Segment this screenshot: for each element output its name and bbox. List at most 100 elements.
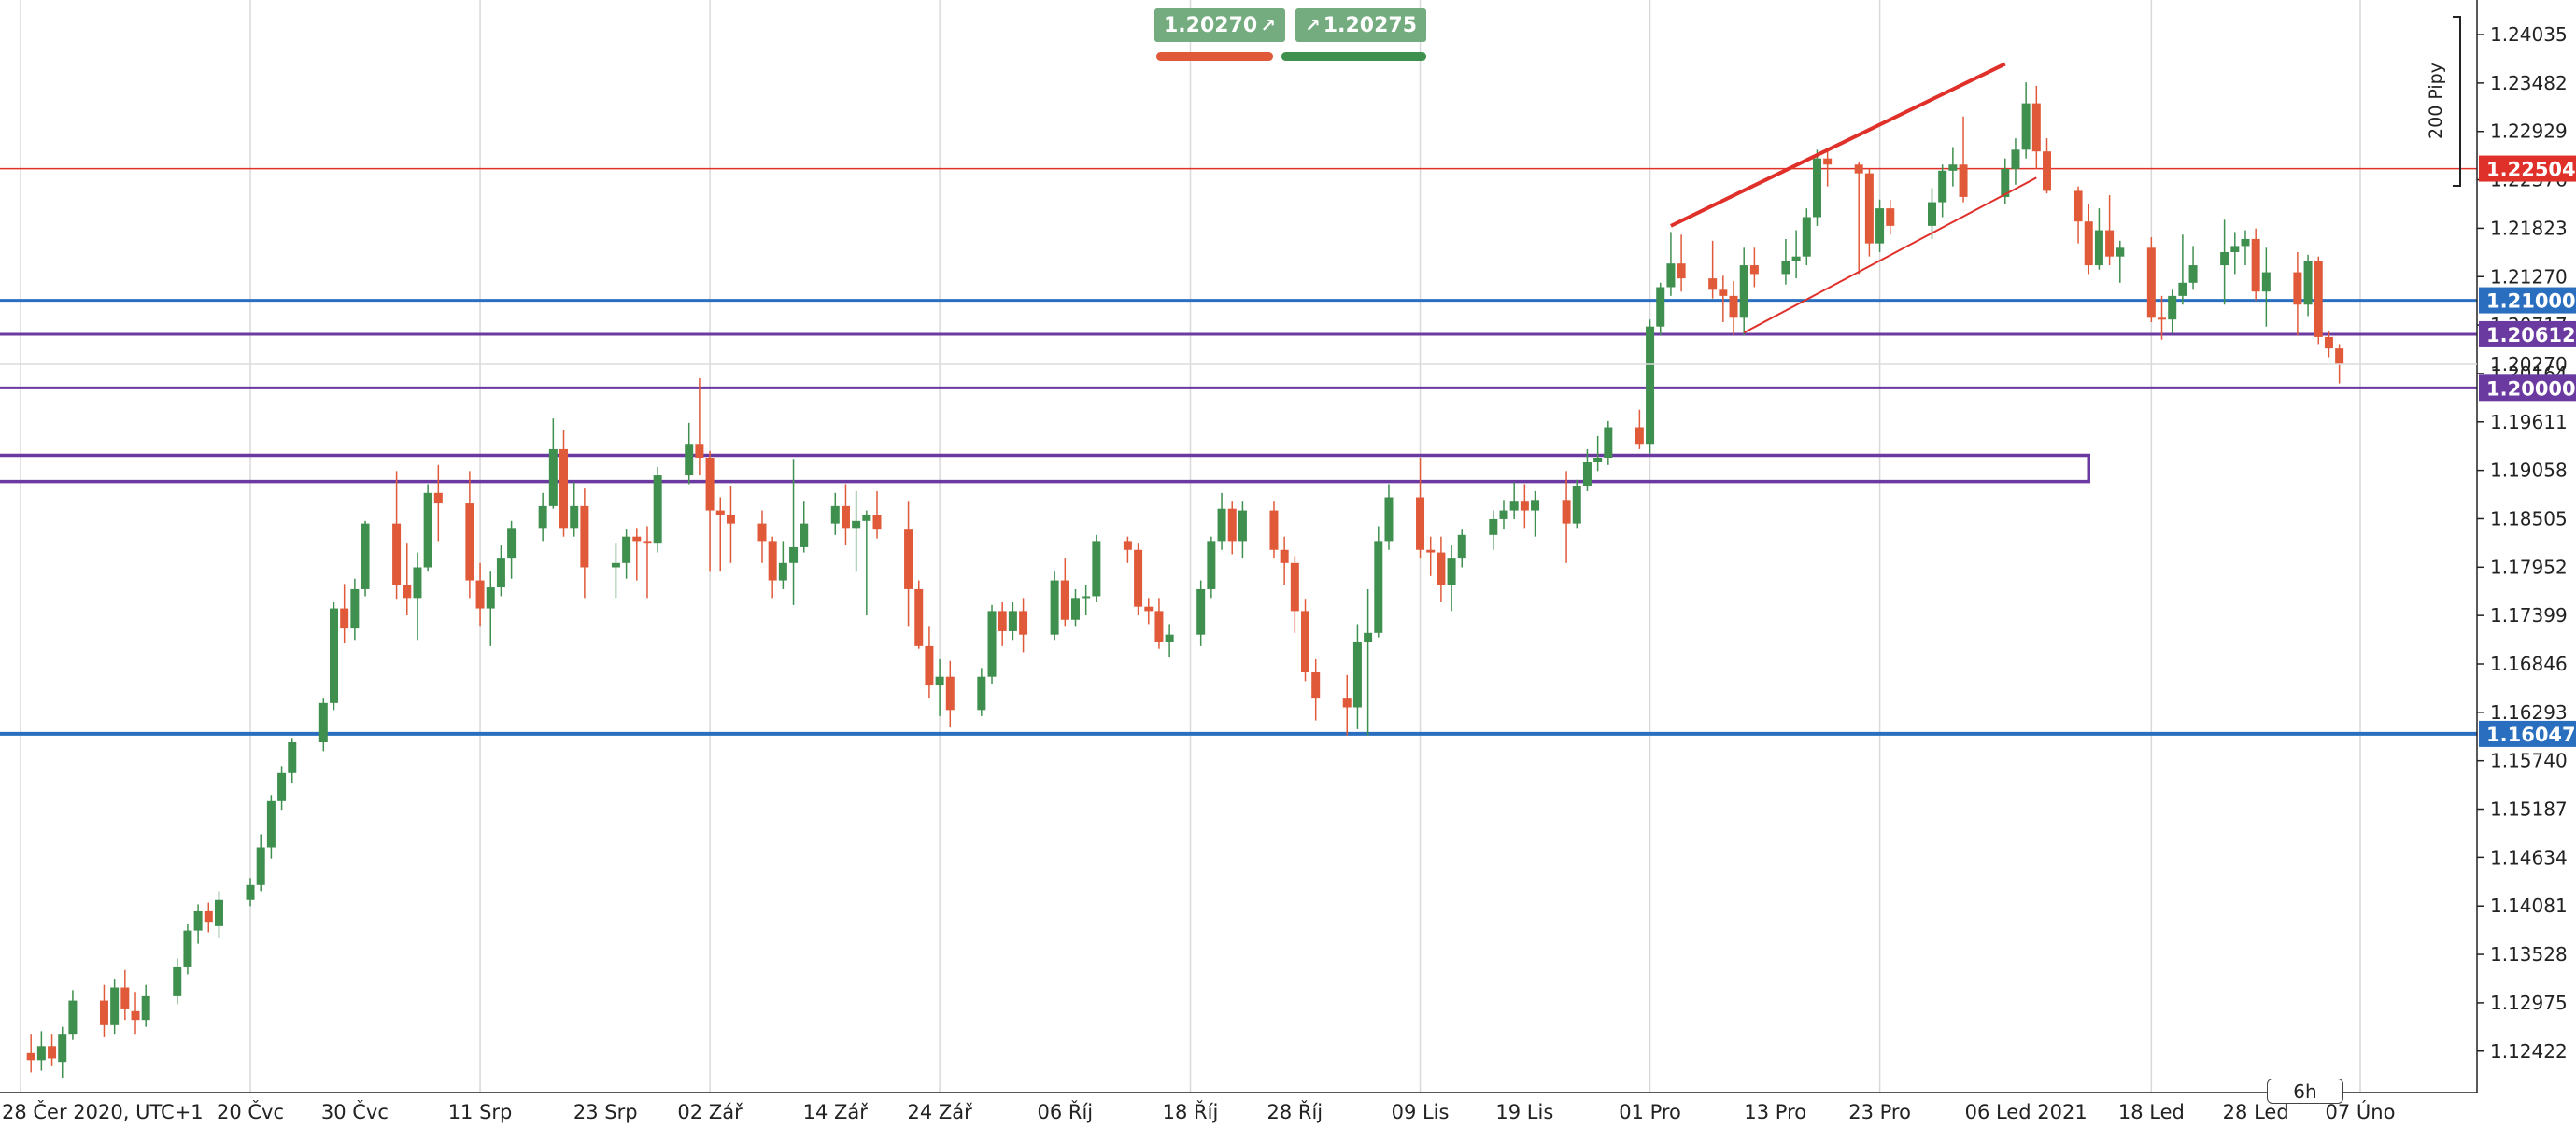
candle-body <box>2261 272 2271 292</box>
candle-body <box>2230 246 2240 252</box>
timeframe-label: 6h <box>2293 1079 2317 1103</box>
candle-body <box>1582 462 1592 486</box>
x-tick-label: 06 Led 2021 <box>1965 1101 2088 1123</box>
candle-body <box>329 608 338 703</box>
buy-quote-button[interactable]: ↗ 1.20275 <box>1295 8 1426 42</box>
candle-body <box>1875 208 1885 244</box>
candle-body <box>1092 541 1101 597</box>
candle-body <box>340 608 349 629</box>
y-tick-label: 1.15740 <box>2490 750 2568 772</box>
candle-body <box>131 1010 140 1021</box>
candle-body <box>1802 217 1811 257</box>
candle-body <box>36 1046 46 1061</box>
candle-body <box>58 1034 67 1063</box>
y-tick-label: 1.18505 <box>2490 507 2568 529</box>
candle-body <box>1739 265 1748 318</box>
x-tick-label: 23 Pro <box>1848 1101 1911 1123</box>
price-tag-label: 1.20000 <box>2486 377 2576 400</box>
candle-body <box>925 645 934 686</box>
x-tick-label: 28 Led <box>2223 1101 2289 1123</box>
candle-body <box>1864 173 1874 244</box>
candle-body <box>1854 164 1863 174</box>
candle-body <box>1416 497 1425 550</box>
candle-body <box>246 884 255 900</box>
candle-body <box>685 444 694 476</box>
candle-body <box>2324 336 2333 349</box>
candle-body <box>1499 510 1508 519</box>
x-tick-label: 19 Lis <box>1495 1101 1553 1123</box>
candles <box>26 82 2344 1079</box>
candle-body <box>68 1000 78 1035</box>
candle-body <box>1604 427 1613 458</box>
candle-body <box>1938 170 1947 203</box>
x-tick-label: 28 Říj <box>1267 1100 1323 1123</box>
y-tick-label: 1.15187 <box>2490 798 2568 821</box>
candle-body <box>611 562 620 568</box>
candle-body <box>1301 611 1310 672</box>
candle-body <box>1374 541 1383 633</box>
x-tick-label: 14 Zář <box>803 1101 869 1123</box>
candle-body <box>2021 103 2031 150</box>
y-tick-label: 1.16846 <box>2490 653 2568 675</box>
y-tick-label: 1.17399 <box>2490 604 2568 627</box>
candle-body <box>987 611 997 677</box>
candle-body <box>538 505 547 529</box>
candle-body <box>120 987 130 1009</box>
pip-ruler[interactable]: 200 Pipy <box>2425 15 2462 188</box>
x-tick-label: 01 Pro <box>1619 1101 1681 1123</box>
candle-body <box>99 1000 108 1025</box>
price-tag-label: 1.20612 <box>2486 324 2576 346</box>
candle-body <box>1144 606 1154 612</box>
y-tick-label: 1.19058 <box>2490 459 2568 482</box>
candle-body <box>507 528 517 559</box>
candle-body <box>1227 508 1237 542</box>
price-tags: 1.22504 1.21000 1.20612 1.20000 1.16047 <box>2479 155 2576 747</box>
candle-body <box>183 930 192 967</box>
candle-body <box>1217 508 1226 542</box>
x-tick-label: 20 Čvc <box>217 1100 284 1123</box>
candle-body <box>1489 518 1498 535</box>
candle-body <box>695 444 704 458</box>
candle-body <box>852 520 861 529</box>
candle-body <box>1708 278 1718 290</box>
candle-body <box>977 676 986 711</box>
candle-body <box>173 966 182 996</box>
candle-body <box>2105 230 2115 257</box>
candle-body <box>2094 230 2103 266</box>
sell-quote-button[interactable]: 1.20270 ↗ <box>1154 8 1285 42</box>
candle-body <box>204 910 213 923</box>
trendline <box>1743 176 2037 334</box>
candle-body <box>1238 510 1247 542</box>
candle-body <box>48 1046 57 1059</box>
x-tick-label: 18 Led <box>2118 1101 2185 1123</box>
candle-body <box>1520 501 1529 511</box>
candle-body <box>705 458 715 511</box>
candle-body <box>214 899 223 926</box>
candle-body <box>1562 500 1571 524</box>
y-tick-label: 1.21823 <box>2490 217 2568 239</box>
trendlines[interactable] <box>1670 62 2037 334</box>
price-tag-badge <box>2479 720 2576 747</box>
price-tag-badge <box>2479 287 2576 314</box>
y-tick-label: 1.16293 <box>2490 701 2568 724</box>
candle-body <box>872 515 882 530</box>
candle-body <box>1207 541 1216 589</box>
current-price-label: 1.20270 <box>2490 353 2568 375</box>
candle-body <box>1082 596 1091 599</box>
candle-body <box>413 567 422 599</box>
candle-body <box>1437 552 1446 585</box>
candle-body <box>1509 501 1519 511</box>
candle-body <box>26 1052 35 1061</box>
y-tick-label: 1.12975 <box>2490 992 2568 1014</box>
timeframe-badge[interactable]: 6h <box>2267 1079 2343 1104</box>
candle-body <box>1812 158 1821 218</box>
candle-body <box>945 676 955 711</box>
x-tick-label: 28 Čer 2020, UTC+1 <box>2 1100 204 1123</box>
candle-body <box>1666 263 1676 288</box>
horizontal-levels[interactable] <box>0 167 2477 736</box>
candle-body <box>1646 326 1655 445</box>
y-tick-label: 1.19611 <box>2490 411 2568 433</box>
price-tag-label: 1.21000 <box>2486 290 2576 313</box>
candle-body <box>1781 261 1790 275</box>
